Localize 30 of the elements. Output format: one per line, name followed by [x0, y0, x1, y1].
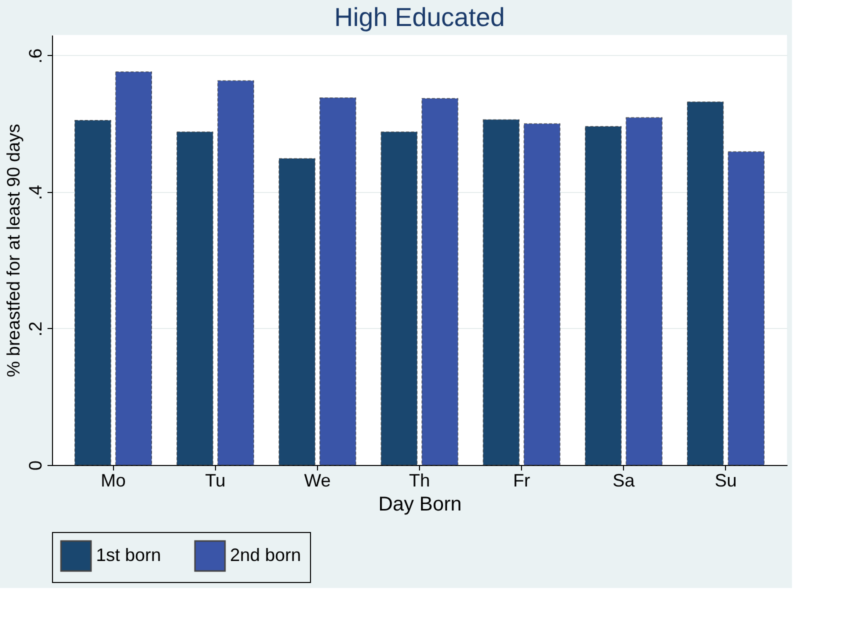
bar	[728, 151, 764, 466]
bar	[278, 158, 316, 466]
bar	[524, 123, 560, 466]
y-axis-title: % breastfed for at least 90 days	[4, 124, 24, 378]
x-axis-title: Day Born	[378, 494, 462, 516]
bar	[320, 97, 356, 466]
bar	[217, 80, 254, 466]
x-tick-label: Tu	[205, 470, 226, 490]
bar	[380, 132, 418, 466]
bar	[176, 132, 214, 466]
y-tick-label: .2	[26, 321, 46, 336]
x-tick-label: We	[304, 470, 331, 490]
chart-title: High Educated	[334, 2, 505, 32]
bar	[626, 117, 662, 466]
y-tick-label: 0	[26, 460, 46, 471]
bar	[482, 119, 520, 466]
x-tick-label: Sa	[612, 470, 636, 490]
x-tick-label: Su	[714, 470, 737, 490]
bar	[74, 120, 112, 466]
x-tick-label: Th	[408, 470, 430, 490]
bar	[115, 72, 152, 466]
legend-label: 2nd born	[230, 545, 302, 565]
bar	[687, 102, 724, 466]
y-tick-label: .4	[26, 184, 46, 200]
y-tick-label: .6	[26, 48, 46, 64]
bar	[584, 126, 622, 466]
x-tick-label: Fr	[513, 470, 530, 490]
legend-label: 1st born	[96, 545, 162, 565]
x-tick-label: Mo	[100, 470, 126, 490]
bar	[422, 98, 458, 466]
